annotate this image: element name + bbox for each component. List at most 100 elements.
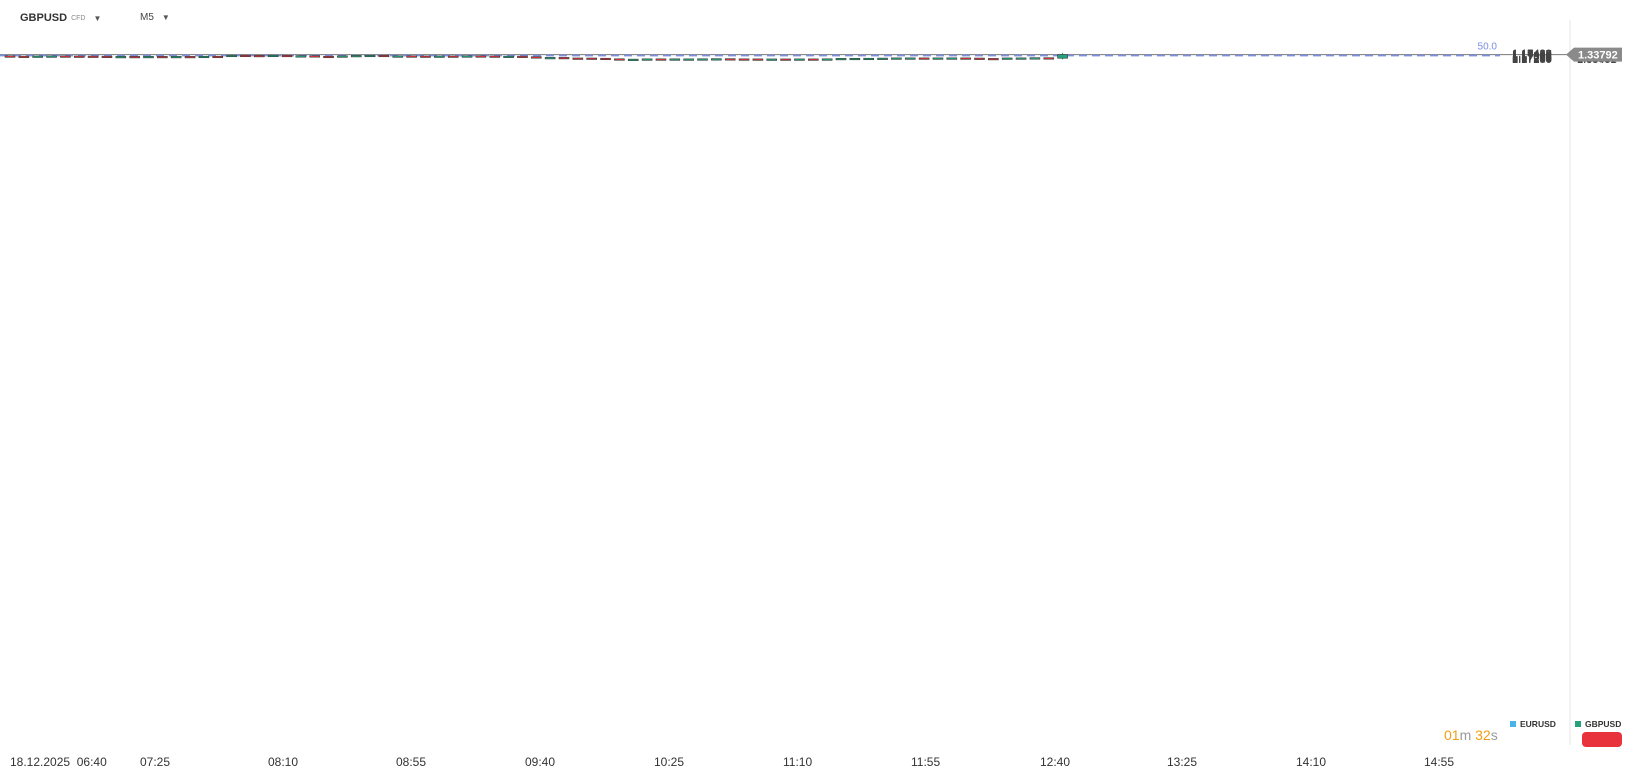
candle-body-up (143, 56, 154, 59)
candle-body-down (240, 54, 251, 58)
candle-body-up (392, 55, 404, 58)
x-tick: 08:10 (268, 755, 298, 769)
candle-body-down (420, 55, 431, 58)
y-tick-left: 1.17233 (1512, 53, 1552, 65)
candle (350, 55, 362, 58)
candle-body-down (378, 54, 390, 58)
candle (1029, 57, 1041, 60)
candle (489, 55, 501, 58)
candle-body-up (794, 58, 805, 61)
candle (960, 57, 971, 60)
candle-body-up (1057, 54, 1068, 59)
sell-button[interactable] (1582, 732, 1622, 747)
candle (849, 57, 861, 61)
y-tick-left: 1.17315 (1512, 52, 1552, 64)
candle-body-down (517, 55, 528, 58)
candle-body-up (46, 55, 57, 58)
candle-body-down (724, 58, 736, 61)
candle (309, 55, 321, 58)
candle-body-up (1001, 57, 1013, 60)
candle (738, 58, 750, 61)
candle-body-down (281, 54, 293, 58)
timeframe-selector[interactable]: M5 ▼ (140, 12, 170, 23)
x-tick: 14:10 (1296, 755, 1326, 769)
candle (434, 55, 445, 58)
candle-body-up (32, 55, 44, 58)
candle (503, 55, 514, 58)
candle (198, 55, 210, 59)
candle-body-down (586, 57, 598, 60)
current-price-marker: 1.33792 (1566, 47, 1622, 62)
candle (101, 55, 113, 58)
symbol-tag: CFD (71, 14, 86, 22)
candle (157, 56, 168, 59)
svg-text:1.33792: 1.33792 (1578, 50, 1618, 62)
candle (724, 58, 736, 61)
candle-body-down (655, 58, 667, 61)
y-tick-left: 1.17266 (1512, 53, 1552, 65)
candle-body-down (489, 55, 501, 58)
y-tick-left: 1.17216 (1512, 54, 1552, 66)
candle (337, 55, 348, 58)
candle (323, 55, 334, 59)
candle (988, 58, 999, 61)
candle (932, 57, 944, 60)
x-tick: 11:55 (911, 755, 940, 769)
candle (129, 56, 140, 59)
x-tick: 14:55 (1424, 755, 1454, 769)
candle (18, 55, 30, 58)
candle (697, 58, 708, 61)
candle (295, 55, 307, 58)
candle-body-up (849, 57, 861, 61)
candle (821, 58, 833, 61)
y-tick-left: 1.17447 (1512, 49, 1552, 61)
candle (46, 55, 57, 58)
legend-item-gbpusd[interactable]: GBPUSD (1575, 719, 1621, 729)
candle-body-down (572, 57, 584, 60)
y-tick-left: 1.17463 (1512, 48, 1552, 60)
candle (60, 55, 71, 58)
candle (614, 58, 625, 61)
candle-body-up (835, 58, 847, 61)
candle (517, 55, 528, 58)
candle-body-down (309, 55, 321, 58)
candle (807, 58, 819, 61)
candle (392, 55, 404, 58)
legend-item-eurusd[interactable]: EURUSD (1510, 719, 1556, 729)
x-tick: 10:25 (654, 755, 684, 769)
candle (32, 55, 44, 58)
candle-body-down (4, 55, 16, 58)
candle-body-up (1015, 57, 1027, 60)
candle-body-up (226, 54, 237, 58)
candle-body-down (406, 55, 417, 58)
candle (641, 58, 653, 61)
candle-body-down (614, 58, 625, 61)
candle (73, 55, 85, 58)
candle (655, 58, 667, 61)
candle-body-down (974, 57, 985, 60)
candle-body-up (766, 58, 778, 61)
candle-body-down (752, 58, 764, 61)
candle (475, 55, 487, 58)
candle (4, 55, 16, 58)
candle (780, 58, 791, 61)
candle-body-down (475, 55, 487, 58)
symbol-name: GBPUSD (20, 12, 68, 24)
candle (974, 57, 985, 60)
candle-body-down (60, 55, 71, 58)
candle (711, 58, 722, 61)
x-tick: 08:55 (396, 755, 426, 769)
candle-body-up (115, 56, 127, 59)
x-tick: 13:25 (1167, 755, 1197, 769)
candle-body-up (461, 55, 473, 58)
candle (1057, 52, 1068, 60)
candle (184, 56, 196, 59)
candle (863, 57, 875, 61)
candle (254, 55, 265, 58)
candle (669, 58, 681, 61)
candle-body-up (337, 55, 348, 58)
candle (586, 57, 598, 60)
symbol-selector[interactable]: GBPUSD CFD ▼ (20, 12, 101, 24)
y-tick-left: 1.17430 (1512, 49, 1552, 61)
